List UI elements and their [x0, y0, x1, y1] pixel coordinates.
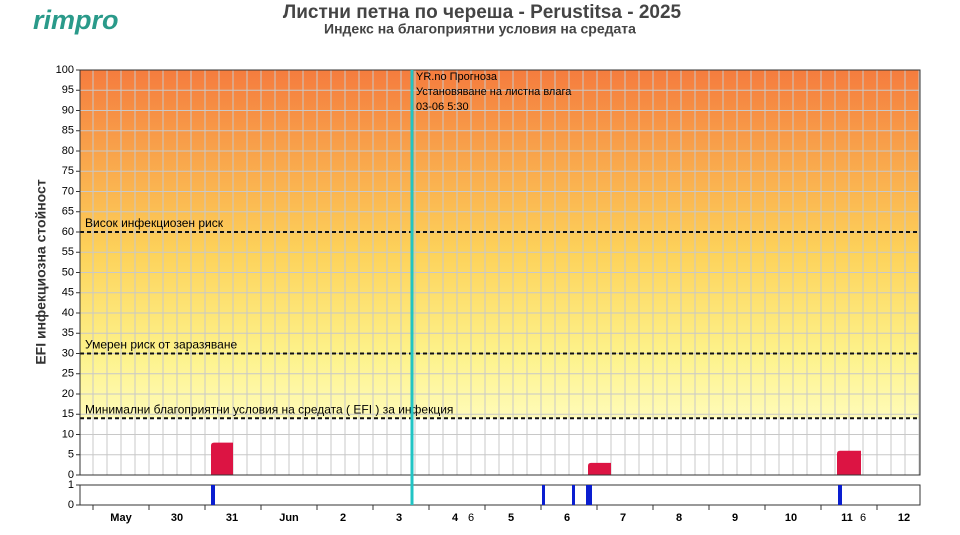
y-tick-label: 0 [68, 469, 74, 481]
y-tick-label: 55 [62, 246, 74, 258]
y-tick-label: 95 [62, 84, 74, 96]
x-tick-label: 11 [841, 512, 853, 524]
x-tick-label: 10 [785, 512, 797, 524]
risk-area [588, 462, 611, 475]
y-tick-label: 100 [56, 64, 74, 76]
x-tick-label: 30 [171, 512, 183, 524]
y-tick-label: 45 [62, 287, 74, 299]
y-tick-label: 60 [62, 226, 74, 238]
x-tick-label: 5 [508, 512, 514, 524]
y-axis-label: EFI инфекциозна стойност [33, 179, 49, 364]
x-tick-label: 6 [860, 512, 866, 524]
logo: rimpro [33, 5, 119, 35]
x-tick-label: 9 [732, 512, 738, 524]
y-tick-label: 40 [62, 307, 74, 319]
y-tick-label: 15 [62, 408, 74, 420]
y2-tick-label: 0 [68, 499, 74, 511]
x-tick-label: May [110, 512, 132, 524]
x-tick-label: 4 [452, 512, 459, 524]
wetness-bar [542, 485, 545, 505]
y-tick-label: 25 [62, 368, 74, 380]
wetness-bar [211, 485, 215, 505]
y-tick-label: 5 [68, 449, 74, 461]
x-tick-label: 7 [620, 512, 626, 524]
y-tick-label: 10 [62, 428, 74, 440]
forecast-annotation: 03-06 5:30 [416, 101, 469, 113]
y-tick-label: 20 [62, 388, 74, 400]
y-tick-label: 80 [62, 145, 74, 157]
wetness-bar [838, 485, 842, 505]
risk-area [211, 442, 233, 475]
chart-title: Листни петна по череша - Perustitsa - 20… [283, 2, 682, 23]
threshold-label: Висок инфекциозен риск [85, 216, 224, 230]
x-tick-label: 8 [676, 512, 682, 524]
x-tick-label: 2 [340, 512, 346, 524]
y-tick-label: 30 [62, 347, 74, 359]
y-tick-label: 35 [62, 327, 74, 339]
y-tick-label: 75 [62, 165, 74, 177]
wetness-bar [586, 485, 592, 505]
y-tick-label: 65 [62, 206, 74, 218]
risk-area [837, 450, 861, 475]
wetness-strip [79, 484, 921, 506]
x-tick-label: Jun [279, 512, 299, 524]
y-tick-label: 70 [62, 185, 74, 197]
y-tick-label: 50 [62, 266, 74, 278]
y-tick-label: 85 [62, 125, 74, 137]
forecast-annotation: Установяване на листна влага [416, 86, 572, 98]
plot-border [79, 69, 921, 476]
wetness-bar [572, 485, 575, 505]
x-tick-label: 31 [226, 512, 238, 524]
x-tick-label: 3 [396, 512, 402, 524]
chart-subtitle: Индекс на благоприятни условия на средат… [324, 21, 636, 37]
x-tick-label: 6 [564, 512, 570, 524]
threshold-label: Умерен риск от заразяване [85, 338, 237, 352]
x-tick-label: 12 [898, 512, 910, 524]
threshold-label: Минимални благоприятни условия на средат… [85, 402, 453, 416]
x-tick-label: 6 [468, 512, 474, 524]
y2-tick-label: 1 [68, 479, 74, 491]
forecast-annotation: YR.no Прогноза [416, 71, 498, 83]
y-tick-label: 90 [62, 104, 74, 116]
